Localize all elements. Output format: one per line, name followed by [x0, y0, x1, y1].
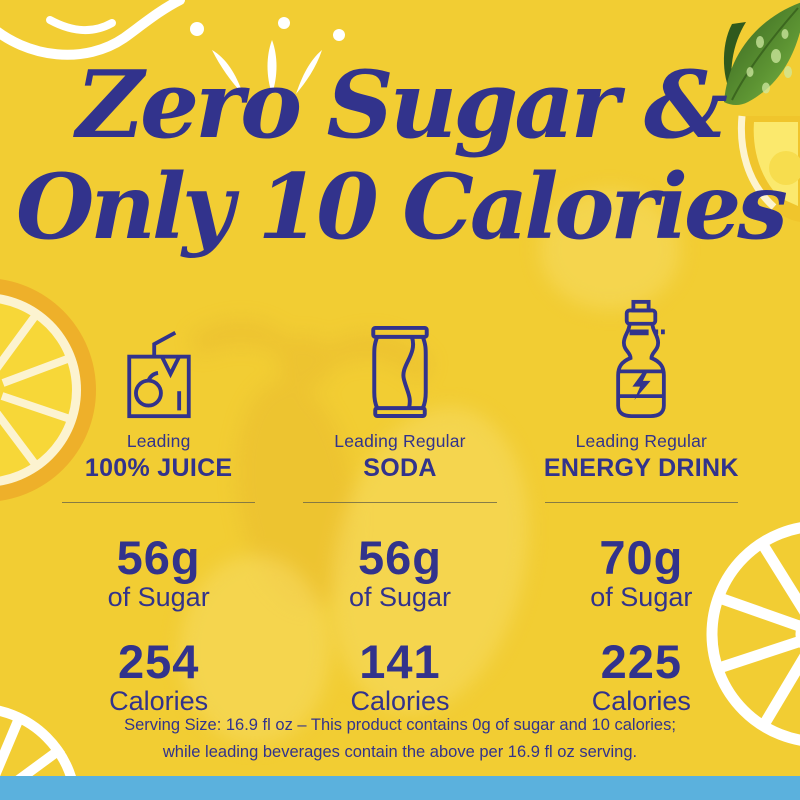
category-qualifier: Leading Regular [334, 431, 466, 451]
divider [544, 502, 738, 503]
headline: Zero Sugar & Only 10 Calories [0, 50, 800, 260]
divider [62, 502, 256, 503]
calories-value: 225 [600, 635, 683, 688]
category-name: 100% JUICE [84, 454, 233, 482]
calories-unit: Calories [350, 686, 450, 716]
calories-unit: Calories [591, 686, 691, 716]
divider [303, 502, 497, 503]
disclaimer-line-2: while leading beverages contain the abov… [162, 743, 638, 762]
calories-value: 141 [359, 635, 441, 688]
sugar-value: 70g [599, 531, 684, 584]
calories-unit: Calories [109, 686, 209, 716]
soda-can-icon [279, 298, 520, 420]
footer-accent-bar [0, 776, 800, 800]
comparison-column-juice: Leading 100% JUICE 56g of Sugar 254 Calo… [38, 298, 279, 717]
calories-value: 254 [117, 635, 200, 688]
sugar-unit: of Sugar [348, 582, 452, 612]
sugar-unit: of Sugar [107, 582, 210, 612]
serving-size-disclaimer: Serving Size: 16.9 fl oz – This product … [0, 712, 800, 766]
comparison-column-energy-drink: Leading Regular ENERGY DRINK 70g of Suga… [521, 298, 762, 717]
energy-drink-bottle-icon [521, 298, 762, 420]
disclaimer-line-1: Serving Size: 16.9 fl oz – This product … [124, 716, 676, 734]
sugar-value: 56g [357, 531, 442, 584]
juice-box-icon [38, 298, 279, 420]
category-name: SODA [363, 454, 437, 482]
category-name: ENERGY DRINK [543, 454, 739, 482]
headline-line-1: Zero Sugar & [76, 50, 728, 159]
sugar-unit: of Sugar [590, 582, 693, 612]
sugar-value: 56g [116, 531, 201, 584]
comparison-grid: Leading 100% JUICE 56g of Sugar 254 Calo… [38, 298, 762, 717]
category-qualifier: Leading [126, 431, 191, 451]
headline-line-2: Only 10 Calories [16, 154, 788, 260]
category-qualifier: Leading Regular [575, 431, 708, 451]
comparison-column-soda: Leading Regular SODA 56g of Sugar 141 Ca… [279, 298, 520, 717]
